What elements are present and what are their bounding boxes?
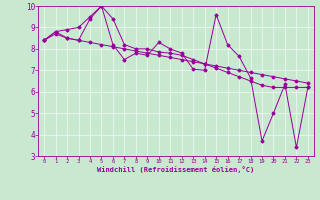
X-axis label: Windchill (Refroidissement éolien,°C): Windchill (Refroidissement éolien,°C) xyxy=(97,166,255,173)
